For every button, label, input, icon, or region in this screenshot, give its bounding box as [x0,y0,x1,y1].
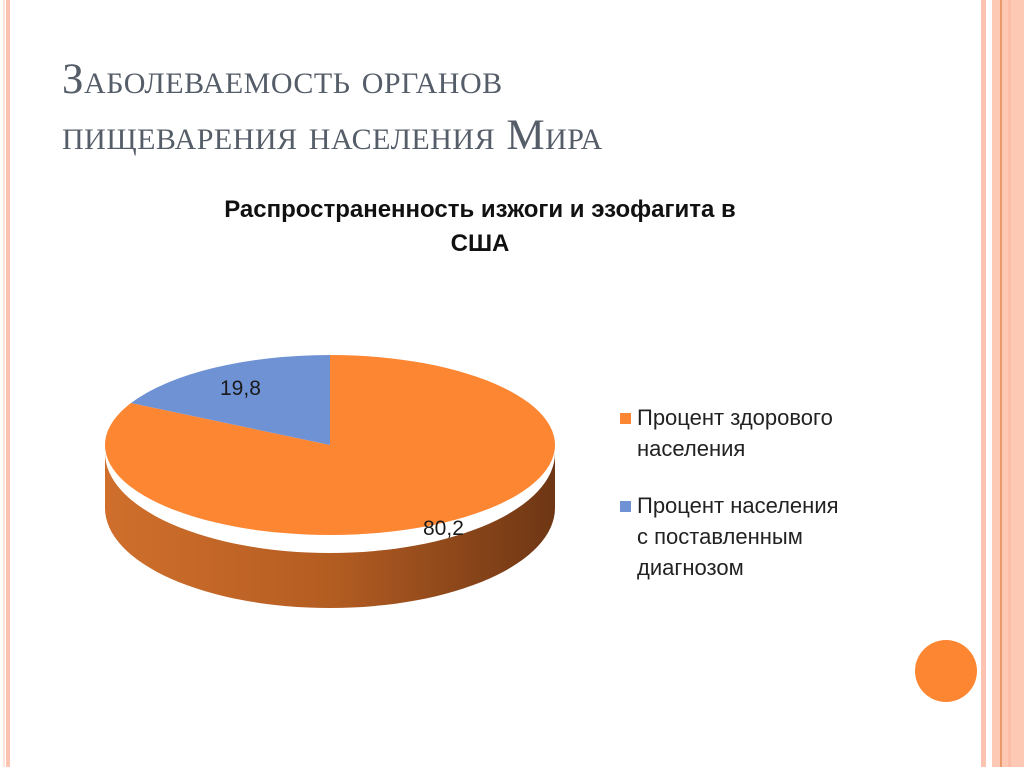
left-border-stripe [3,0,5,767]
legend-label: населения [637,436,746,461]
legend-label: Процент здорового [637,405,833,430]
data-label-diagnosed: 19,8 [220,377,261,400]
slide-title-line: пищеварения населения Мира [62,112,603,159]
right-border-stripe [981,0,986,767]
chart-legend: Процент здорового населения Процент насе… [620,402,900,609]
pie-slice-healthy[interactable] [104,355,555,535]
right-border-line [1000,0,1002,767]
legend-item-healthy[interactable]: Процент здорового населения [620,402,900,464]
pie-chart: 19,8 80,2 [104,355,555,608]
chart-title-line: Распространенность изжоги и эзофагита в [224,196,736,223]
chart-title-line: США [450,230,510,257]
pie-slice-diagnosed[interactable] [131,355,330,445]
legend-label: с поставленным [637,524,803,549]
data-label-healthy: 80,2 [423,517,464,540]
legend-item-diagnosed[interactable]: Процент населения с поставленным диагноз… [620,490,900,583]
pie-side-wall [105,453,555,608]
legend-label: Процент населения [637,493,839,518]
left-border-stripe [6,0,10,767]
legend-label: диагнозом [637,555,744,580]
legend-swatch-orange [620,413,631,424]
slide-title-line: Заболеваемость органов [62,56,503,103]
legend-swatch-blue [620,501,631,512]
slide-title: Заболеваемость органов пищеварения насел… [62,52,862,164]
right-border-stripe [1008,0,1011,767]
decorative-circle [915,640,977,702]
chart-title: Распространенность изжоги и эзофагита в … [120,193,840,261]
